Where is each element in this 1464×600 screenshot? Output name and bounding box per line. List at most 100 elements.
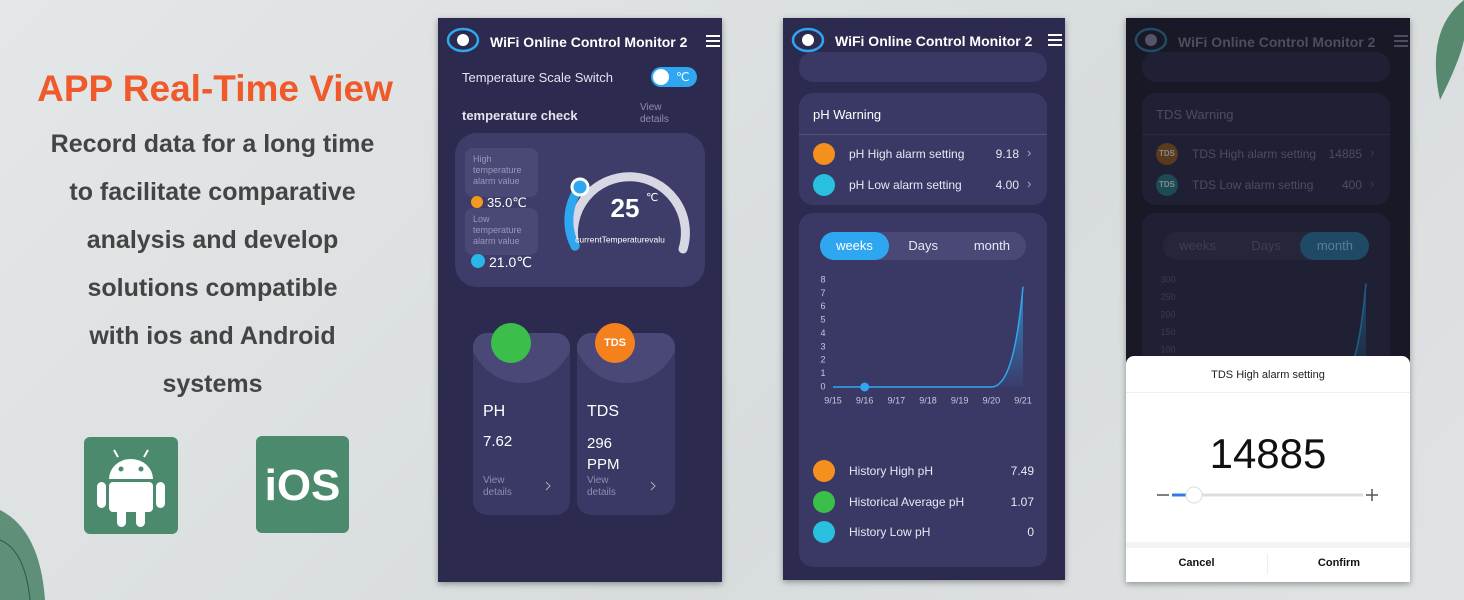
low-alarm-box: Low temperature alarm value (465, 208, 538, 255)
low-icon (471, 254, 485, 268)
divider (1267, 554, 1268, 574)
card-value: 296 PPM (587, 435, 620, 473)
ph-icon (491, 323, 531, 363)
setting-label[interactable]: TDS High alarm setting (1192, 147, 1317, 161)
leaf-decoration (0, 510, 45, 600)
stat-label: Historical Average pH (849, 494, 965, 509)
description-line: Record data for a long time (50, 130, 375, 158)
divider (1142, 134, 1390, 135)
app-logo (446, 27, 480, 53)
description-line: analysis and develop (86, 226, 339, 254)
menu-button[interactable] (706, 35, 720, 47)
previous-card (1142, 52, 1390, 82)
tab[interactable]: weeks (1179, 238, 1216, 253)
setting-icon (813, 174, 835, 196)
chevron (650, 481, 656, 491)
gauge-knob (570, 177, 590, 197)
y-tick-label: 2 (820, 355, 825, 365)
toggle-knob (653, 69, 669, 85)
app-title: WiFi Online Control Monitor 2 (835, 33, 1033, 49)
setting-label[interactable]: pH High alarm setting (849, 147, 965, 161)
confirm-button[interactable]: Confirm (1317, 557, 1361, 569)
tab[interactable]: weeks (820, 232, 889, 260)
gauge-track (568, 172, 690, 254)
setting-icon: TDS (1156, 174, 1178, 196)
app-title: WiFi Online Control Monitor 2 (490, 34, 688, 50)
x-tick-label: 9/19 (951, 395, 969, 405)
chevron (545, 481, 551, 491)
ph-card[interactable]: PH 7.62 View details (473, 333, 570, 515)
low-alarm-value: 21.0℃ (489, 254, 532, 270)
y-tick-label: 100 (1160, 344, 1175, 354)
card-link[interactable]: View details (587, 475, 616, 498)
card-name: TDS (587, 403, 619, 420)
high-icon (471, 196, 483, 208)
high-alarm-box: High temperature alarm value (465, 148, 538, 197)
x-tick-label: 9/15 (824, 395, 842, 405)
app-logo (1134, 27, 1168, 53)
view-details-link[interactable]: View details (640, 102, 669, 125)
stat-icon (813, 490, 835, 513)
previous-card (799, 52, 1047, 82)
ios-label: iOS (264, 461, 341, 510)
value-slider[interactable] (1154, 484, 1384, 506)
area (833, 286, 1023, 387)
phone-screen: WiFi Online Control Monitor 2 pH Warning… (783, 18, 1065, 580)
menu-button[interactable] (1394, 35, 1408, 47)
setting-icon: TDS (1156, 143, 1178, 165)
stat-value: 1.07 (1010, 494, 1034, 509)
description-line: to facilitate comparative (69, 178, 356, 206)
tds-badge: TDS (595, 323, 635, 363)
temperature-gauge: 25 ℃ currentTemperaturevalu (564, 172, 690, 254)
setting-label[interactable]: TDS Low alarm setting (1192, 178, 1314, 192)
y-tick-label: 150 (1160, 327, 1175, 337)
card-name: PH (483, 403, 506, 420)
setting-value: 400 (1341, 178, 1362, 192)
description-line: with ios and Android (89, 322, 336, 350)
leaf-decoration (1435, 0, 1464, 100)
y-tick-label: 6 (820, 301, 825, 311)
stat-icon (813, 460, 835, 482)
tds-card[interactable]: TDS 296 PPM View details (577, 333, 675, 515)
tab[interactable]: Days (1251, 238, 1281, 253)
scale-toggle[interactable]: ℃ (651, 67, 697, 87)
setting-value: 4.00 (995, 178, 1019, 192)
app-header: WiFi Online Control Monitor 2 (438, 18, 722, 64)
section-title: temperature check (462, 108, 578, 123)
y-tick-label: 3 (820, 341, 825, 351)
chevron: › (1027, 176, 1032, 191)
setting-label[interactable]: pH Low alarm setting (849, 178, 962, 192)
warning-title: TDS Warning (1156, 107, 1234, 122)
y-tick-label: 8 (820, 274, 825, 284)
ph-chart: 0 1 2 3 4 5 6 7 8 9/15 9/16 9/17 9/18 9/19 9/20 9/21 (820, 274, 1031, 405)
stat-label: History Low pH (849, 525, 931, 539)
app-title: WiFi Online Control Monitor 2 (1178, 34, 1376, 50)
warning-card (1142, 93, 1390, 205)
menu-button[interactable] (1048, 34, 1062, 46)
warning-card (799, 93, 1047, 205)
stat-icon (813, 521, 835, 543)
y-tick-label: 0 (820, 381, 825, 391)
y-tick-label: 300 (1160, 274, 1175, 284)
stat-value: 0 (1027, 525, 1034, 539)
y-tick-label: 200 (1160, 309, 1175, 319)
cancel-button[interactable]: Cancel (1178, 557, 1215, 569)
y-tick-label: 7 (820, 288, 825, 298)
warning-title: pH Warning (813, 107, 882, 122)
tab[interactable]: Days (908, 238, 938, 253)
divider (799, 134, 1047, 135)
high-alarm-label: High temperature alarm value (473, 154, 522, 186)
tab[interactable]: month (973, 238, 1010, 253)
line (833, 286, 1024, 388)
tab[interactable]: month (1300, 232, 1370, 260)
scale-switch-label: Temperature Scale Switch (462, 70, 614, 85)
hero-title: APP Real-Time View (37, 68, 393, 109)
card-link[interactable]: View details (483, 475, 512, 498)
dialog-value: 14885 (1209, 430, 1327, 477)
y-tick-label: 4 (820, 328, 825, 338)
toggle-unit: ℃ (676, 70, 690, 84)
divider (1126, 392, 1410, 393)
chevron: › (1370, 176, 1375, 191)
chevron: › (1370, 145, 1375, 160)
